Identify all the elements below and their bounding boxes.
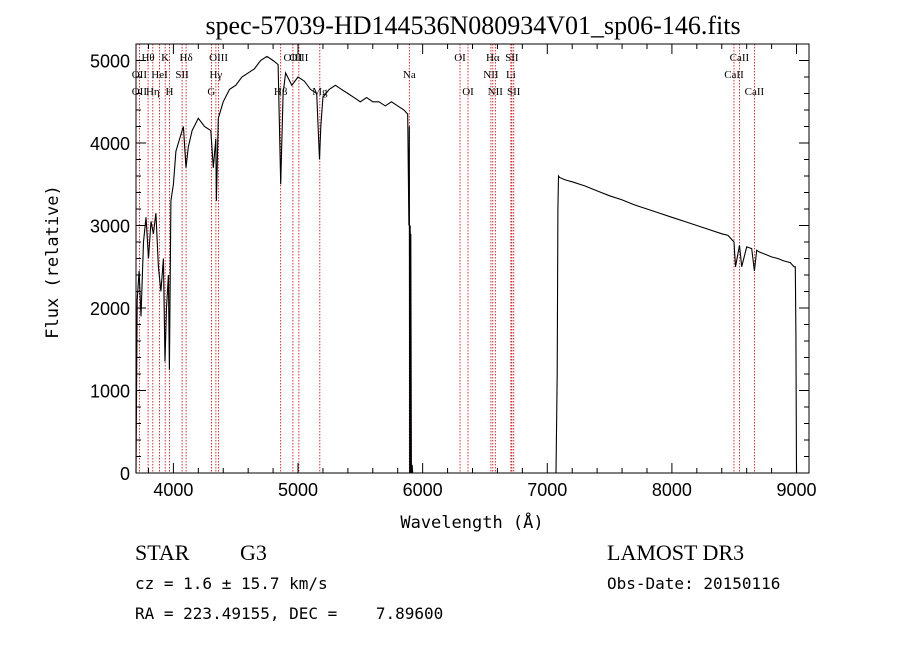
spectral-line-label: SII [175,69,189,81]
tick-labels: 4000 5000 6000 7000 8000 9000 0 1000 2000 3000 400… [90,52,817,501]
spectral-line-label: Li [506,69,516,81]
chart-title: spec-57039-HD144536N080934V01_sp06-146.f… [205,11,740,40]
y-tick-label: 5000 [90,52,130,72]
spectral-line-label: OIII [209,52,228,64]
spectral-line-label: OIII [283,52,302,64]
spectral-line-label: OII [132,69,148,81]
spectral-line-label: SII [505,52,519,64]
spectral-line-label: Hγ [209,69,222,81]
spectral-line-label: Hβ [274,86,288,98]
spectral-line-markers [138,44,755,473]
x-tick-label: 5000 [278,480,318,500]
spectral-line-label: Hθ [141,52,154,64]
spectral-line-label: H [166,86,174,98]
spectral-line-label: CaII [730,52,750,64]
ra-dec-coordinates: RA = 223.49155, DEC = 7.89600 [135,604,444,623]
spectral-line-label: Mg [312,86,328,98]
y-tick-label: 4000 [90,134,130,154]
spectral-line-label: HeI [151,69,168,81]
x-tick-label: 6000 [403,480,443,500]
spectral-line-label: Hη [146,86,160,98]
axis-ticks [136,43,809,474]
x-tick-label: 9000 [777,480,817,500]
spectral-line-label: OI [454,52,466,64]
spectral-line-label: SII [507,86,521,98]
survey-release: LAMOST DR3 [607,540,745,565]
spectral-line-label: OI [462,86,474,98]
object-class: STAR [135,540,190,565]
y-tick-label: 2000 [90,299,130,319]
spectrum-series [135,55,798,474]
spectral-line-label: Hα [486,52,500,64]
spectral-line-label: CaII [745,86,765,98]
spectral-line-label: OIII [289,52,308,64]
spectral-line-label: G [207,86,215,98]
y-tick-label: 3000 [90,217,130,237]
y-tick-label: 1000 [90,382,130,402]
x-axis-label: Wavelength (Å) [400,511,543,533]
x-tick-label: 7000 [527,480,567,500]
x-tick-label: 8000 [652,480,692,500]
spectral-line-label: NII [488,86,504,98]
y-axis-label: Flux (relative) [43,185,63,339]
spectral-line-label: K [161,52,169,64]
spectral-line-label: Na [403,69,416,81]
observation-date: Obs-Date: 20150116 [607,574,781,593]
x-tick-label: 4000 [153,480,193,500]
object-subclass: G3 [240,540,267,565]
redshift-velocity: cz = 1.6 ± 15.7 km/s [135,574,328,593]
spectral-line-label: NII [483,69,499,81]
spectral-line-label: CaII [724,69,744,81]
plot-frame [135,43,810,474]
y-tick-label: 0 [120,464,130,484]
spectral-line-label: Hδ [180,52,193,64]
